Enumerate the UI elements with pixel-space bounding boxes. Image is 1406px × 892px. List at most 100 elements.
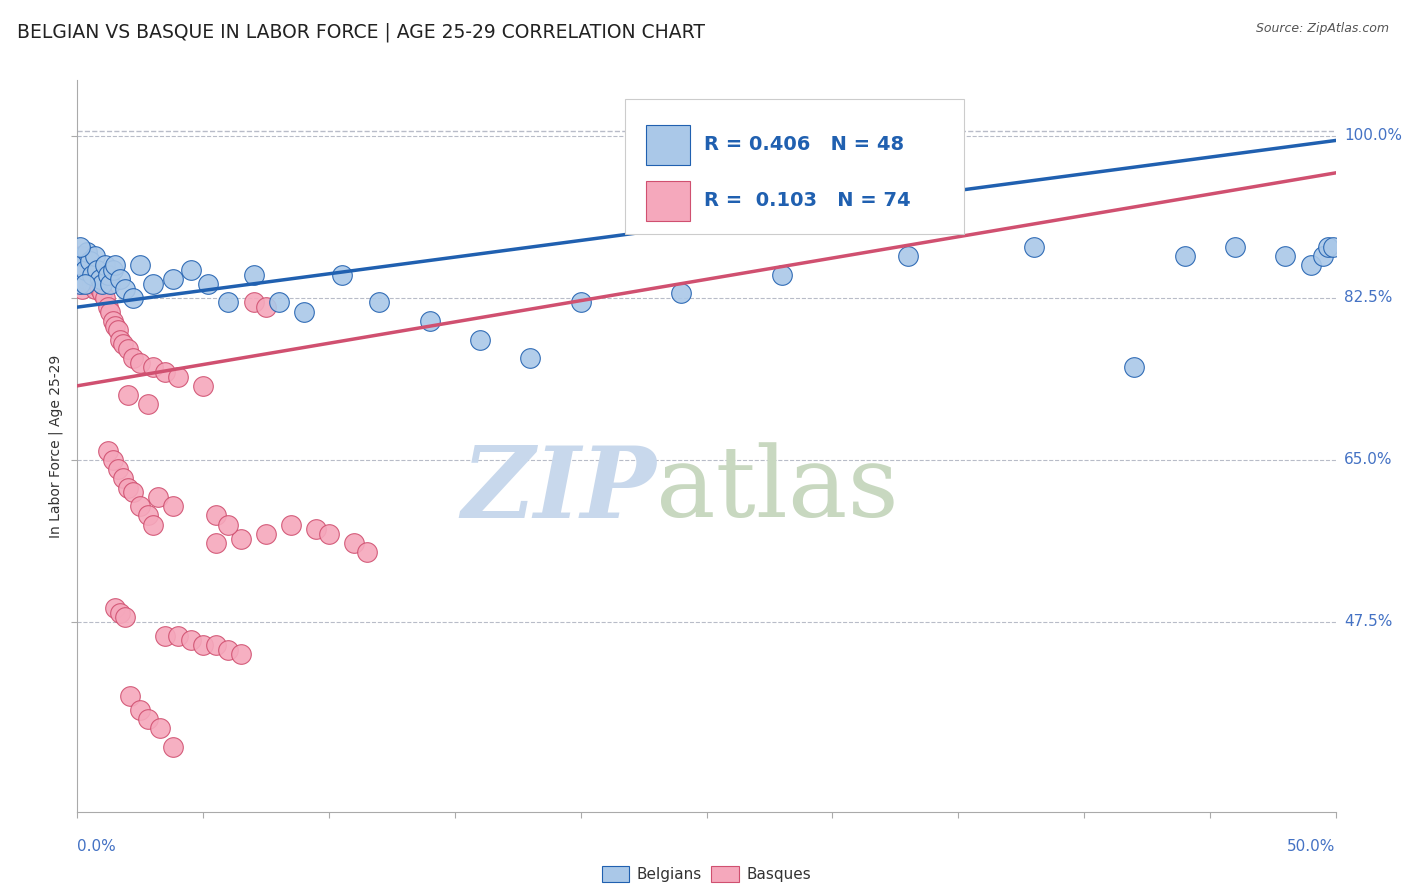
Point [73, 277, 96, 291]
Point [1322, 240, 1344, 254]
Point [101, 453, 124, 467]
Point [114, 610, 136, 624]
FancyBboxPatch shape [647, 125, 690, 165]
Text: Source: ZipAtlas.com: Source: ZipAtlas.com [1256, 22, 1389, 36]
Point [129, 499, 152, 513]
Point [129, 356, 152, 370]
Point [242, 268, 264, 282]
Point [1022, 240, 1045, 254]
Point [72, 253, 94, 268]
Point [162, 499, 184, 513]
Point [101, 263, 124, 277]
Point [72, 268, 94, 282]
Text: ZIP: ZIP [461, 442, 657, 538]
Point [120, 689, 142, 703]
Text: 50.0%: 50.0% [1288, 839, 1336, 855]
Point [96, 443, 118, 458]
Text: 100.0%: 100.0% [1344, 128, 1402, 144]
Point [229, 648, 252, 662]
Point [69, 277, 91, 291]
Point [180, 633, 202, 648]
Point [217, 517, 239, 532]
Point [82, 268, 104, 282]
Point [76, 263, 98, 277]
Point [76, 249, 98, 263]
Point [86, 263, 108, 277]
Point [82, 277, 104, 291]
Point [204, 536, 226, 550]
Point [1312, 249, 1334, 263]
Point [79, 253, 101, 268]
Point [1274, 249, 1296, 263]
Point [217, 295, 239, 310]
Point [1123, 360, 1146, 375]
Text: 65.0%: 65.0% [1344, 452, 1392, 467]
Point [142, 517, 165, 532]
Point [111, 471, 134, 485]
Point [108, 333, 131, 347]
Point [267, 295, 290, 310]
Point [104, 601, 127, 615]
Point [1299, 259, 1322, 273]
Point [94, 291, 117, 305]
Point [162, 739, 184, 754]
Point [280, 517, 302, 532]
Point [519, 351, 541, 365]
Point [142, 360, 165, 375]
Point [305, 522, 328, 536]
Point [79, 253, 101, 268]
Point [149, 722, 172, 736]
FancyBboxPatch shape [647, 181, 690, 221]
Point [104, 318, 127, 333]
Point [569, 295, 592, 310]
Point [79, 268, 101, 282]
Point [217, 642, 239, 657]
Point [84, 249, 107, 263]
Point [136, 712, 159, 726]
Point [204, 508, 226, 523]
Point [318, 527, 340, 541]
Point [136, 508, 159, 523]
Point [69, 263, 91, 277]
Point [69, 259, 91, 273]
Point [121, 351, 143, 365]
Text: 47.5%: 47.5% [1344, 615, 1392, 630]
Point [84, 268, 107, 282]
Point [98, 277, 121, 291]
Point [167, 629, 190, 643]
Point [73, 263, 96, 277]
Point [89, 282, 111, 296]
Point [86, 272, 108, 286]
Point [897, 249, 920, 263]
Point [142, 277, 165, 291]
Point [229, 532, 252, 546]
Point [254, 300, 277, 314]
Text: R = 0.406   N = 48: R = 0.406 N = 48 [704, 136, 904, 154]
Point [96, 268, 118, 282]
FancyBboxPatch shape [624, 99, 965, 234]
Point [69, 240, 91, 254]
Point [129, 259, 152, 273]
Point [1317, 240, 1340, 254]
Text: 82.5%: 82.5% [1344, 291, 1392, 305]
Point [91, 277, 114, 291]
Point [368, 295, 391, 310]
Point [136, 397, 159, 411]
Point [197, 277, 219, 291]
Point [117, 388, 139, 402]
Point [356, 545, 378, 559]
Point [117, 342, 139, 356]
Point [1174, 249, 1197, 263]
Point [191, 638, 215, 652]
Point [162, 272, 184, 286]
Point [91, 286, 114, 301]
Point [108, 272, 131, 286]
Point [191, 379, 215, 393]
Point [117, 481, 139, 495]
Point [72, 249, 94, 263]
Text: BELGIAN VS BASQUE IN LABOR FORCE | AGE 25-29 CORRELATION CHART: BELGIAN VS BASQUE IN LABOR FORCE | AGE 2… [17, 22, 704, 42]
Point [101, 314, 124, 328]
Point [73, 272, 96, 286]
Legend: Belgians, Basques: Belgians, Basques [596, 860, 817, 888]
Point [671, 286, 693, 301]
